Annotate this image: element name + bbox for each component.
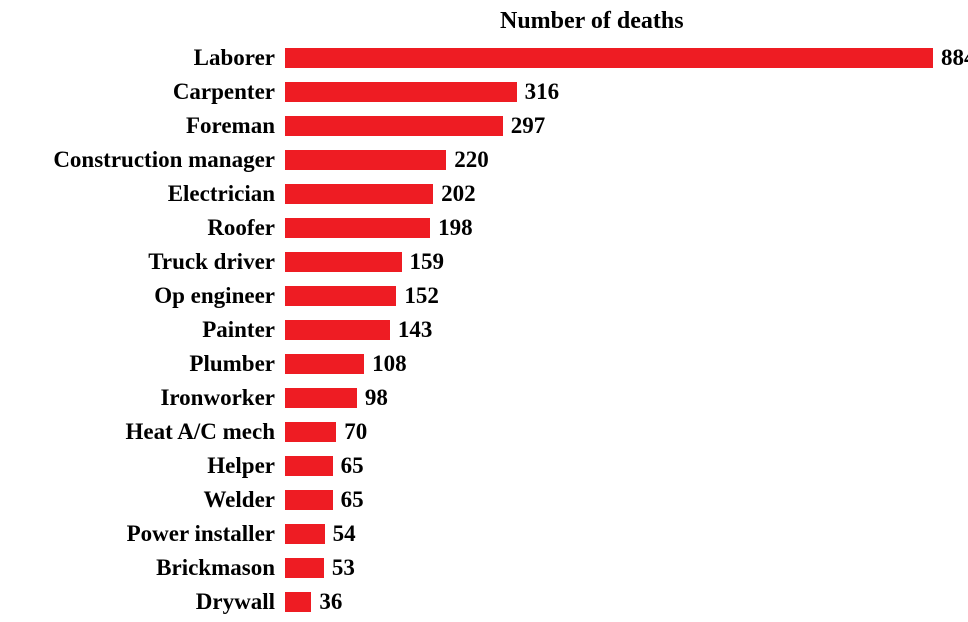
chart-row: Plumber 108	[0, 347, 968, 381]
value-label: 53	[332, 555, 355, 581]
bar-area: 65	[285, 487, 968, 513]
bar-area: 70	[285, 419, 968, 445]
category-label: Foreman	[0, 113, 285, 139]
chart-title: Number of deaths	[0, 8, 968, 35]
bar	[285, 82, 517, 102]
category-label: Painter	[0, 317, 285, 343]
bar	[285, 524, 325, 544]
category-label: Ironworker	[0, 385, 285, 411]
category-label: Laborer	[0, 45, 285, 71]
value-label: 65	[341, 487, 364, 513]
value-label: 36	[319, 589, 342, 615]
bar	[285, 490, 333, 510]
chart-row: Laborer 884	[0, 41, 968, 75]
value-label: 202	[441, 181, 476, 207]
value-label: 297	[511, 113, 546, 139]
category-label: Electrician	[0, 181, 285, 207]
category-label: Helper	[0, 453, 285, 479]
bar-area: 65	[285, 453, 968, 479]
value-label: 98	[365, 385, 388, 411]
category-label: Welder	[0, 487, 285, 513]
value-label: 54	[333, 521, 356, 547]
chart-row: Ironworker 98	[0, 381, 968, 415]
category-label: Op engineer	[0, 283, 285, 309]
bar	[285, 354, 364, 374]
bar-area: 98	[285, 385, 968, 411]
chart-row: Foreman 297	[0, 109, 968, 143]
chart-row: Power installer 54	[0, 517, 968, 551]
chart-row: Carpenter 316	[0, 75, 968, 109]
chart-row: Construction manager 220	[0, 143, 968, 177]
bar	[285, 184, 433, 204]
category-label: Construction manager	[0, 147, 285, 173]
bar	[285, 422, 336, 442]
bar-area: 884	[285, 45, 968, 71]
chart-row: Roofer 198	[0, 211, 968, 245]
bar-area: 220	[285, 147, 968, 173]
value-label: 316	[525, 79, 560, 105]
bar	[285, 252, 402, 272]
bar	[285, 150, 446, 170]
bar	[285, 116, 503, 136]
bar	[285, 456, 333, 476]
chart-row: Painter 143	[0, 313, 968, 347]
bar	[285, 558, 324, 578]
category-label: Roofer	[0, 215, 285, 241]
bar-area: 198	[285, 215, 968, 241]
value-label: 159	[410, 249, 445, 275]
category-label: Drywall	[0, 589, 285, 615]
bar-area: 316	[285, 79, 968, 105]
category-label: Power installer	[0, 521, 285, 547]
bar-area: 54	[285, 521, 968, 547]
value-label: 220	[454, 147, 489, 173]
chart-row: Brickmason 53	[0, 551, 968, 585]
value-label: 152	[404, 283, 439, 309]
bar-area: 53	[285, 555, 968, 581]
category-label: Brickmason	[0, 555, 285, 581]
bar	[285, 286, 396, 306]
bar-area: 152	[285, 283, 968, 309]
bar-area: 108	[285, 351, 968, 377]
bar	[285, 320, 390, 340]
chart-row: Electrician 202	[0, 177, 968, 211]
value-label: 65	[341, 453, 364, 479]
category-label: Plumber	[0, 351, 285, 377]
category-label: Truck driver	[0, 249, 285, 275]
bar	[285, 592, 311, 612]
bar	[285, 48, 933, 68]
chart-row: Heat A/C mech 70	[0, 415, 968, 449]
bar	[285, 218, 430, 238]
category-label: Heat A/C mech	[0, 419, 285, 445]
chart-row: Drywall 36	[0, 585, 968, 619]
bar-area: 36	[285, 589, 968, 615]
bar	[285, 388, 357, 408]
bar-area: 159	[285, 249, 968, 275]
bar-area: 297	[285, 113, 968, 139]
value-label: 70	[344, 419, 367, 445]
value-label: 884	[941, 45, 968, 71]
chart-rows: Laborer 884 Carpenter 316 Foreman 297 Construc…	[0, 41, 968, 619]
value-label: 198	[438, 215, 473, 241]
category-label: Carpenter	[0, 79, 285, 105]
deaths-bar-chart: Number of deaths Laborer 884 Carpenter 316 F…	[0, 8, 968, 619]
value-label: 108	[372, 351, 407, 377]
bar-area: 143	[285, 317, 968, 343]
chart-row: Truck driver 159	[0, 245, 968, 279]
value-label: 143	[398, 317, 433, 343]
bar-area: 202	[285, 181, 968, 207]
chart-row: Op engineer 152	[0, 279, 968, 313]
chart-row: Welder 65	[0, 483, 968, 517]
chart-row: Helper 65	[0, 449, 968, 483]
